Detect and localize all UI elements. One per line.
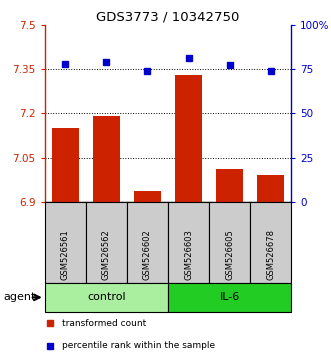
Bar xyxy=(86,202,127,283)
Text: GSM526562: GSM526562 xyxy=(102,229,111,280)
Text: IL-6: IL-6 xyxy=(219,292,240,302)
Bar xyxy=(45,283,168,312)
Bar xyxy=(127,202,168,283)
Bar xyxy=(52,128,78,202)
Text: GSM526561: GSM526561 xyxy=(61,229,70,280)
Text: transformed count: transformed count xyxy=(62,319,146,328)
Bar xyxy=(175,75,202,202)
Text: percentile rank within the sample: percentile rank within the sample xyxy=(62,341,215,350)
Text: agent: agent xyxy=(3,292,36,302)
Title: GDS3773 / 10342750: GDS3773 / 10342750 xyxy=(96,11,240,24)
Bar xyxy=(168,202,209,283)
Bar xyxy=(209,202,250,283)
Bar xyxy=(168,283,291,312)
Bar xyxy=(216,169,243,202)
Text: GSM526602: GSM526602 xyxy=(143,229,152,280)
Bar xyxy=(93,116,120,202)
Bar xyxy=(45,202,86,283)
Bar xyxy=(250,202,291,283)
Text: GSM526605: GSM526605 xyxy=(225,229,234,280)
Bar xyxy=(134,192,161,202)
Text: GSM526603: GSM526603 xyxy=(184,229,193,280)
Text: GSM526678: GSM526678 xyxy=(266,229,275,280)
Text: control: control xyxy=(87,292,126,302)
Bar xyxy=(258,175,284,202)
